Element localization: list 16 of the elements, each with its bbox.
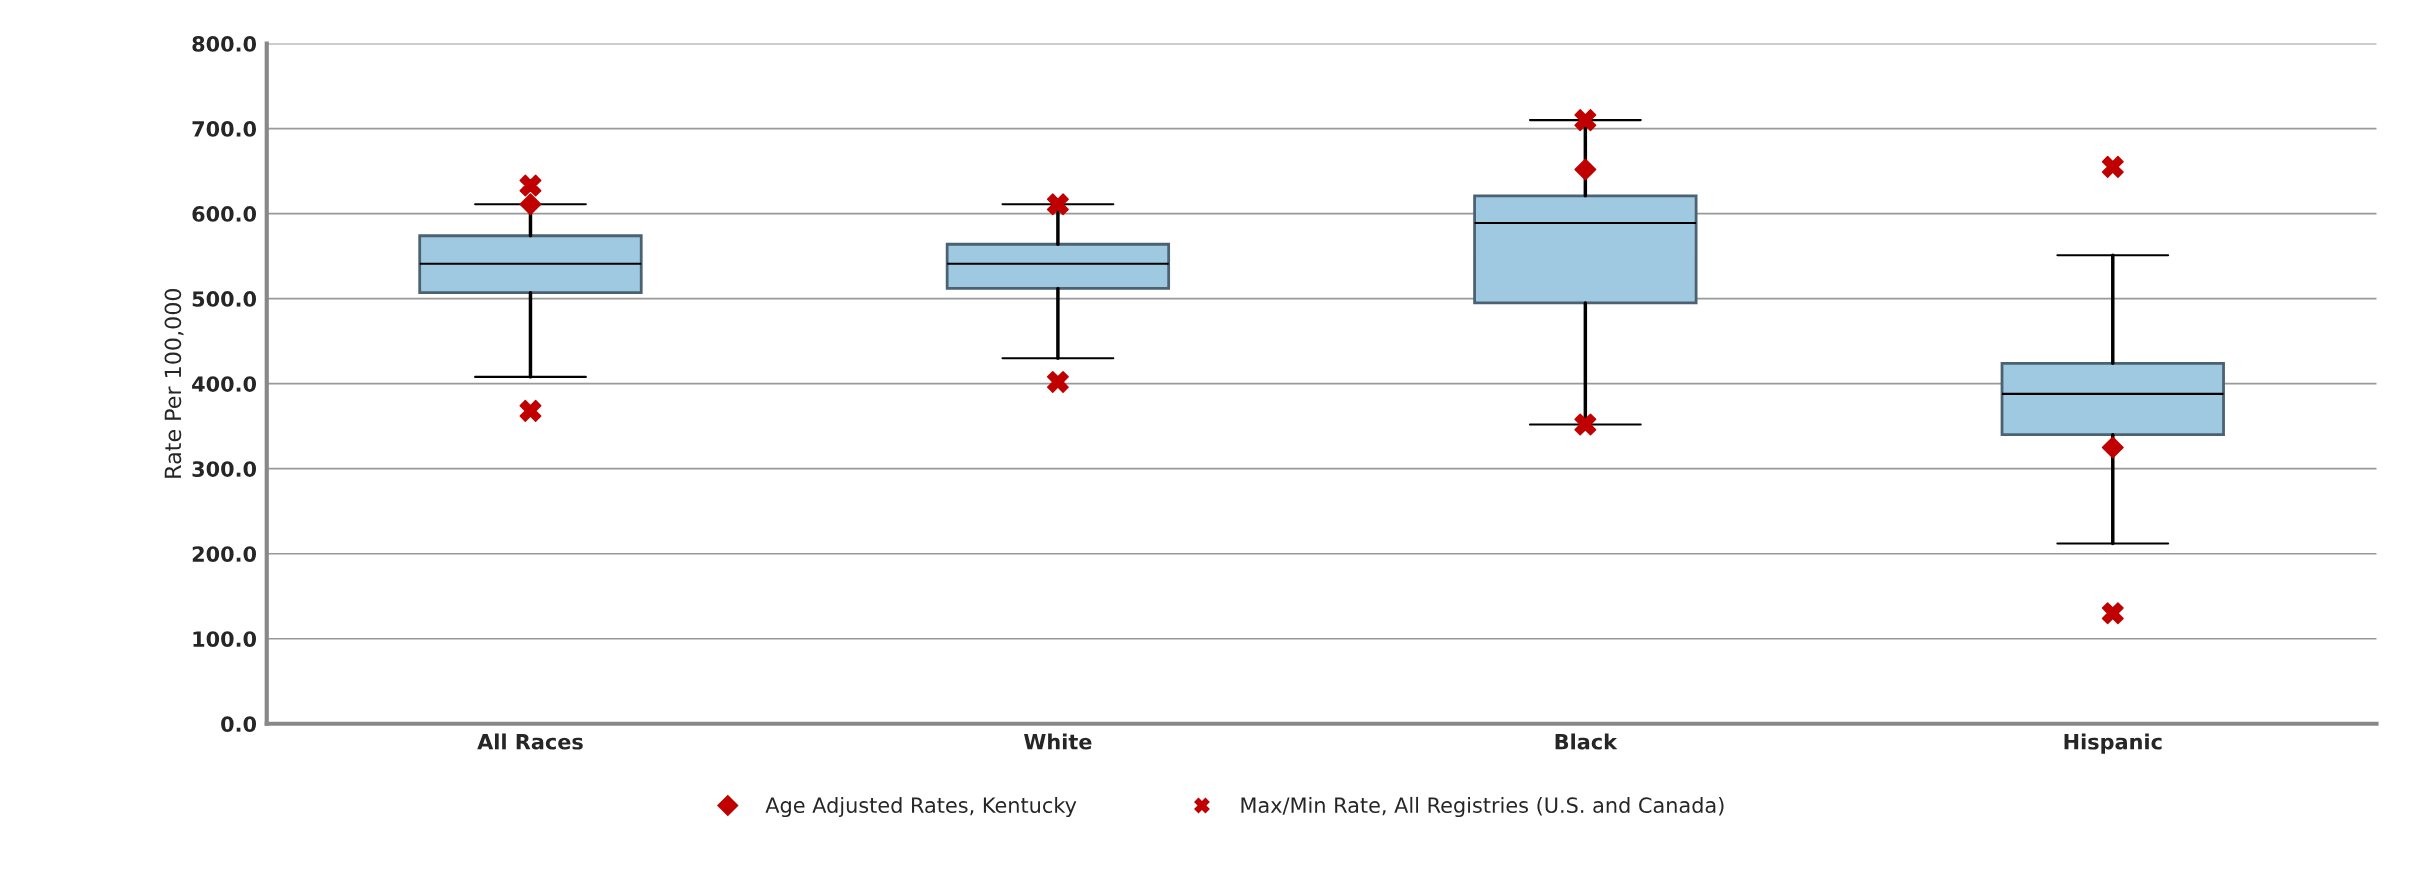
x-tick-label: Black: [1555, 733, 1618, 750]
legend-label: Age Adjusted Rates, Kentucky: [765, 796, 1077, 818]
y-tick-label: 200.0: [192, 546, 257, 562]
x-tick-label: White: [1024, 733, 1092, 750]
y-tick-label: 0.0: [221, 716, 257, 732]
y-tick-label: 400.0: [192, 376, 257, 392]
y-tick-label: 600.0: [192, 206, 257, 222]
y-tick-label: 300.0: [192, 461, 257, 477]
y-tick-label: 700.0: [192, 121, 257, 137]
y-tick-label: 800.0: [192, 36, 257, 52]
y-axis-title: Rate Per 100,000: [164, 288, 184, 478]
x-tick-label: All Races: [477, 733, 583, 750]
x-tick-label: Hispanic: [2064, 733, 2162, 754]
legend-label: Max/Min Rate, All Registries (U.S. and Canada): [1241, 796, 1724, 818]
y-tick-label: 500.0: [192, 291, 257, 307]
y-tick-label: 100.0: [193, 631, 257, 647]
